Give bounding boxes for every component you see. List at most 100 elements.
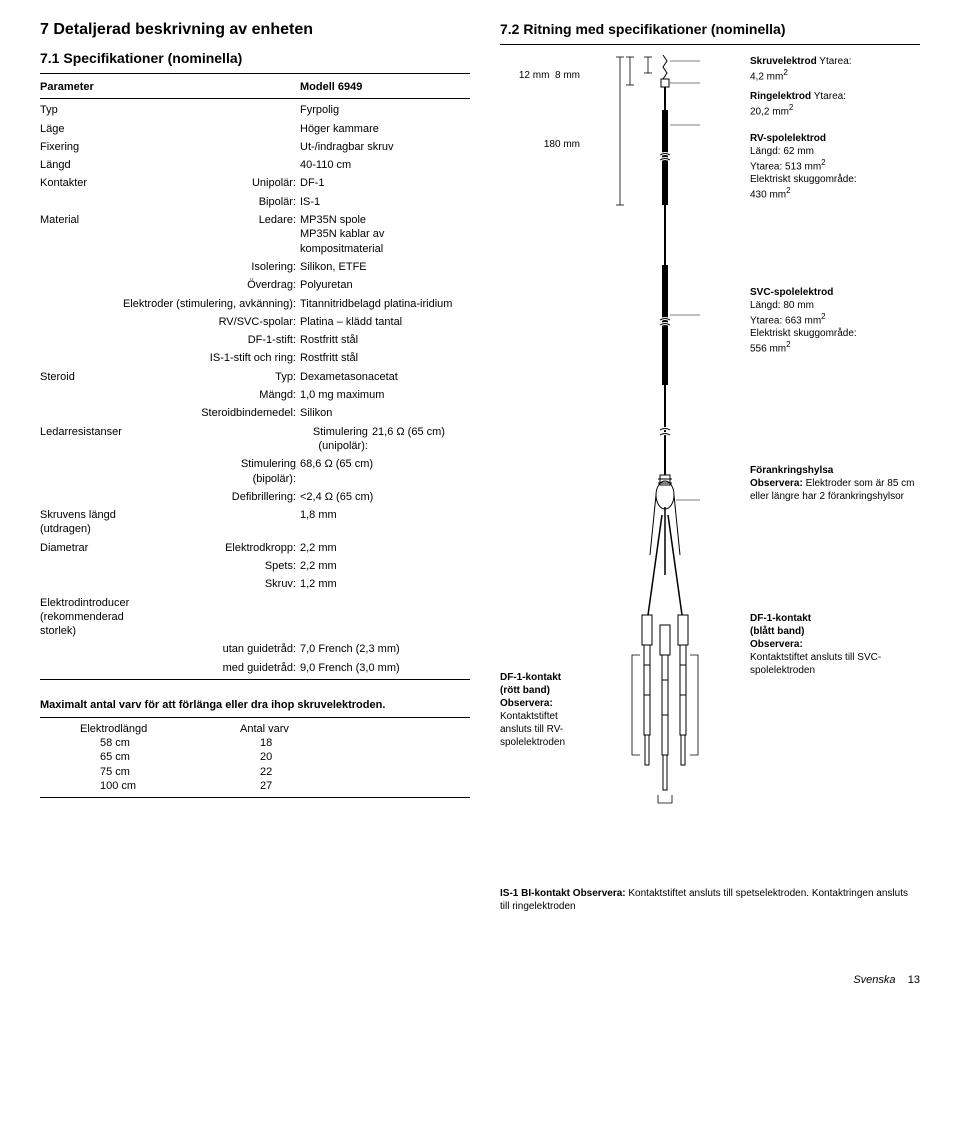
spec-val: Fyrpolig	[300, 103, 470, 117]
spec-mid: utan guidetråd:	[130, 642, 300, 656]
spec-row: TypFyrpolig	[40, 103, 470, 117]
spec-row: MaterialLedare:MP35N spole MP35N kablar …	[40, 213, 470, 256]
spec-row: Längd 40-110 cm	[40, 158, 470, 172]
ring-ytarea: 20,2 mm	[750, 106, 789, 117]
section-7-title: 7 Detaljerad beskrivning av enheten	[40, 20, 470, 41]
section-72-title: 7.2 Ritning med specifikationer (nominel…	[500, 20, 920, 38]
spec-mid: med guidetråd:	[130, 661, 300, 675]
svc-shadow-val: 556 mm	[750, 343, 786, 354]
spec-row: Mängd:1,0 mg maximum	[40, 388, 470, 402]
dim-180mm: 180 mm	[500, 138, 580, 151]
anchor-obs: Observera:	[750, 478, 803, 489]
spec-val: <2,4 Ω (65 cm)	[300, 490, 470, 504]
svc-len: Längd: 80 mm	[750, 299, 920, 312]
varv-len: 100 cm	[40, 779, 200, 793]
df1-red-obs: Observera:	[500, 698, 553, 709]
spec-mid	[130, 140, 300, 154]
skruv-title: Skruvelektrod	[750, 56, 817, 67]
spec-param: Material	[40, 213, 130, 256]
spec-mid: Elektrodkropp:	[130, 541, 300, 555]
spec-param: Läge	[40, 122, 130, 136]
is1-title: IS-1 BI-kontakt	[500, 888, 573, 899]
spec-row: Stimulering (bipolär):68,6 Ω (65 cm)	[40, 457, 470, 486]
spec-param: Diametrar	[40, 541, 130, 555]
spec-val: Dexametasonacetat	[300, 370, 470, 384]
spec-val: 1,2 mm	[300, 577, 470, 591]
spec-val: Silikon, ETFE	[300, 260, 470, 274]
footer-page: 13	[908, 974, 920, 986]
varv-row: 65 cm20	[40, 750, 470, 764]
df1-red-title: DF-1-kontakt	[500, 672, 561, 683]
varv-title: Maximalt antal varv för att förlänga ell…	[40, 698, 470, 712]
spec-row: FixeringUt-/indragbar skruv	[40, 140, 470, 154]
spec-header-model: Modell 6949	[300, 80, 470, 94]
spec-param	[40, 490, 130, 504]
spec-mid: Stimulering (unipolär):	[122, 425, 372, 454]
divider	[500, 44, 920, 45]
divider	[40, 73, 470, 74]
spec-param	[40, 577, 130, 591]
varv-n: 22	[200, 765, 470, 779]
spec-val: Höger kammare	[300, 122, 470, 136]
varv-row: 75 cm22	[40, 765, 470, 779]
spec-mid: IS-1-stift och ring:	[130, 351, 300, 365]
spec-param	[40, 661, 130, 675]
spec-param: Ledarresistanser	[40, 425, 122, 454]
spec-param: Längd	[40, 158, 130, 172]
spec-row: utan guidetråd:7,0 French (2,3 mm)	[40, 642, 470, 656]
spec-row: RV/SVC-spolar:Platina – klädd tantal	[40, 315, 470, 329]
spec-param: Steroid	[40, 370, 130, 384]
spec-row: Steroidbindemedel:Silikon	[40, 406, 470, 420]
spec-mid: Unipolär:	[130, 176, 300, 190]
spec-param: Elektrodintroducer (rekommenderad storle…	[40, 596, 130, 639]
spec-mid: RV/SVC-spolar:	[130, 315, 300, 329]
spec-mid: Stimulering (bipolär):	[50, 457, 300, 486]
spec-param	[40, 195, 130, 209]
varv-row: 58 cm18	[40, 736, 470, 750]
spec-row: LedarresistanserStimulering (unipolär):2…	[40, 425, 470, 454]
spec-row: Överdrag:Polyuretan	[40, 278, 470, 292]
spec-mid: Typ:	[130, 370, 300, 384]
spec-mid	[130, 158, 300, 172]
varv-n: 18	[200, 736, 470, 750]
varv-row: 100 cm27	[40, 779, 470, 793]
spec-val: MP35N spole MP35N kablar av kompositmate…	[300, 213, 470, 256]
spec-val: IS-1	[300, 195, 470, 209]
svc-title: SVC-spolelektrod	[750, 286, 920, 299]
spec-val: 2,2 mm	[300, 559, 470, 573]
spec-param	[40, 388, 130, 402]
spec-param	[40, 559, 130, 573]
varv-head-n: Antal varv	[200, 722, 470, 736]
is1-obs: Observera:	[573, 888, 626, 899]
electrode-diagram	[590, 55, 740, 879]
spec-param	[40, 315, 130, 329]
anchor-title: Förankringshylsa	[750, 464, 920, 477]
spec-val	[300, 596, 470, 639]
skruv-ytarea: 4,2 mm	[750, 72, 783, 83]
varv-n: 27	[200, 779, 470, 793]
spec-mid: Spets:	[130, 559, 300, 573]
spec-val: 21,6 Ω (65 cm)	[372, 425, 470, 454]
spec-val: Platina – klädd tantal	[300, 315, 470, 329]
spec-val: 40-110 cm	[300, 158, 470, 172]
spec-val: Titannitridbelagd platina-iridium	[300, 297, 470, 311]
spec-val: Polyuretan	[300, 278, 470, 292]
skruv-ytarea-label: Ytarea:	[817, 56, 852, 67]
spec-row: Elektrodintroducer (rekommenderad storle…	[40, 596, 470, 639]
rv-shadow: Elektriskt skuggområde:	[750, 173, 920, 186]
ring-title: Ringelektrod	[750, 91, 811, 102]
spec-row: Läge Höger kammare	[40, 122, 470, 136]
spec-val: 1,0 mg maximum	[300, 388, 470, 402]
spec-row: Bipolär:IS-1	[40, 195, 470, 209]
divider	[40, 797, 470, 798]
spec-row: Isolering:Silikon, ETFE	[40, 260, 470, 274]
spec-val: DF-1	[300, 176, 470, 190]
spec-mid: Skruv:	[130, 577, 300, 591]
divider	[40, 679, 470, 680]
spec-row: DF-1-stift:Rostfritt stål	[40, 333, 470, 347]
rv-title: RV-spolelektrod	[750, 132, 920, 145]
spec-mid: Steroidbindemedel:	[130, 406, 300, 420]
spec-row: med guidetråd:9,0 French (3,0 mm)	[40, 661, 470, 675]
spec-val: Ut-/indragbar skruv	[300, 140, 470, 154]
spec-mid	[130, 122, 300, 136]
